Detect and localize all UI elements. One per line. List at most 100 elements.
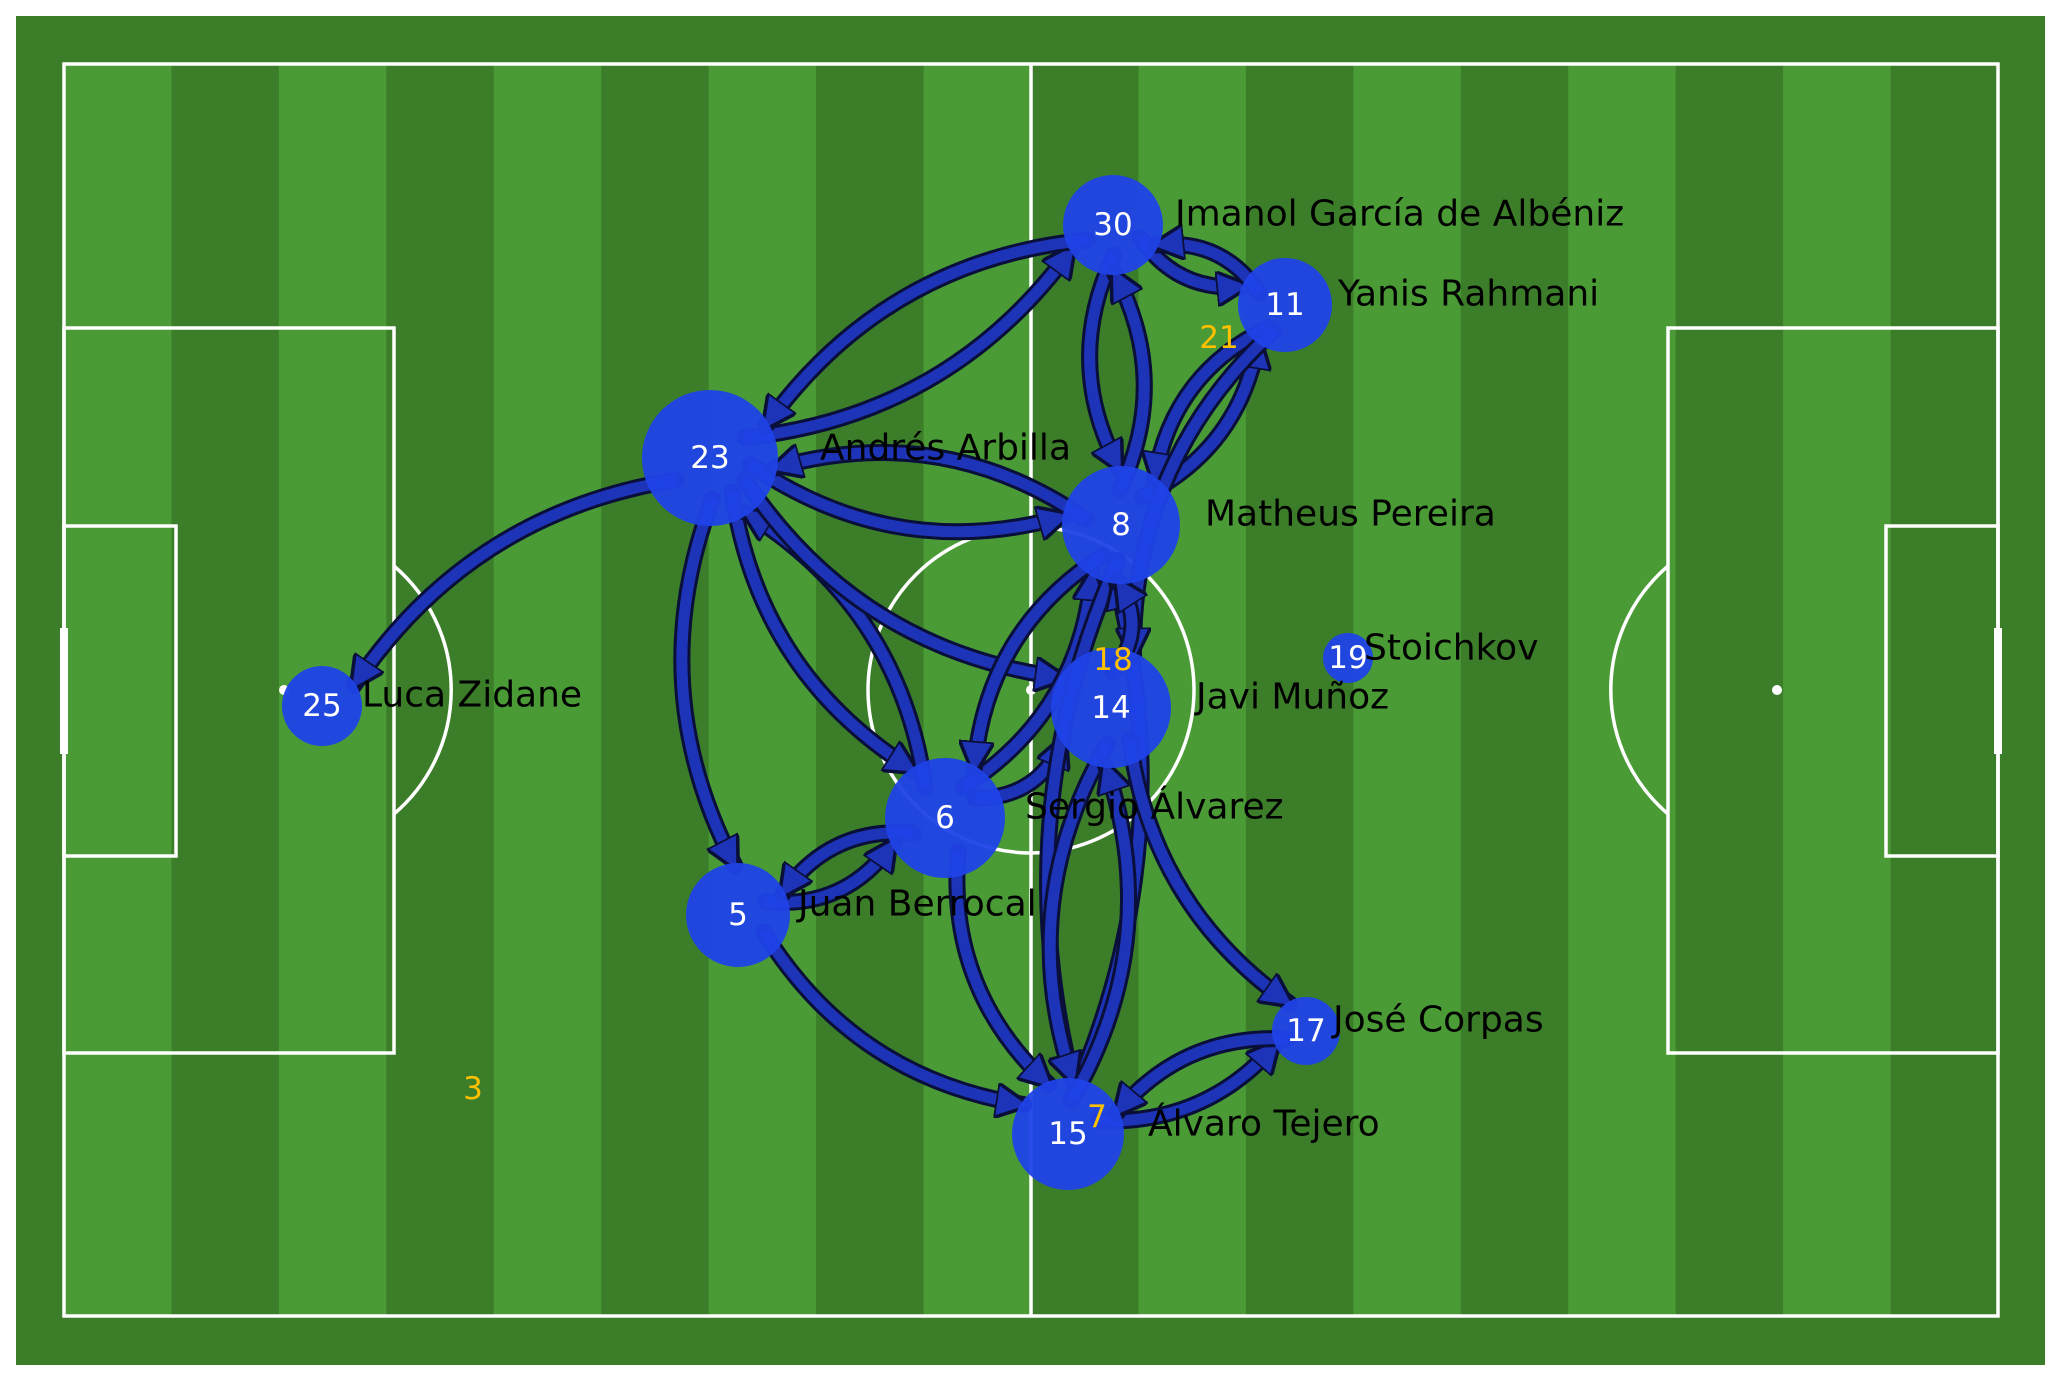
player-node-15: 15 [1012,1078,1124,1190]
player-number: 25 [302,688,341,724]
pass-arrow-line [744,249,1072,444]
player-number: 15 [1048,1116,1087,1152]
pass-arrow-p23-p25 [345,471,685,686]
player-node-circle [1062,466,1180,584]
pass-arrow-line [759,929,1024,1104]
centre-spot [1026,685,1036,695]
player-name-label: Javi Muñoz [1194,677,1389,718]
player-number: 5 [728,897,748,933]
right-penalty-spot [1772,685,1782,695]
pass-arrow-p14-p15 [1041,735,1116,1081]
pass-arrow-line [354,474,677,686]
player-number: 17 [1286,1013,1325,1049]
player-number: 19 [1328,640,1367,676]
grass-stripe [493,64,602,1316]
pass-arrow-line [676,496,735,866]
player-node-circle [686,863,790,967]
pass-arrow-line [1124,738,1290,1004]
player-node-circle [1238,258,1332,352]
player-name-label: Andrés Arbilla [820,428,1071,469]
player-node-11: 11 [1238,258,1332,352]
player-node-8: 8 [1062,466,1180,584]
grass-stripe [1460,64,1569,1316]
player-node-circle [885,758,1005,878]
pass-arrow-p8-p6 [974,546,1112,778]
pass-arrow-p23-p30 [736,249,1081,447]
player-number: 23 [690,440,729,476]
grass-stripe [1568,64,1677,1316]
player-nodes: 30 11 23 8 19 25 14 6 5 17 15 [282,175,1373,1190]
player-node-circle [1063,175,1163,275]
player-node-6: 6 [885,758,1005,878]
player-node-circle [1272,997,1340,1065]
pass-arrow-p14-p17 [1121,730,1290,1012]
grass-stripe [1675,64,1784,1316]
pass-arrow-p11-p8 [1155,319,1277,481]
pass-arrows [345,231,1296,1130]
player-node-19: 19 [1323,633,1373,683]
player-name-label: Sergio Álvarez [1025,786,1284,828]
pass-arrow-line [747,460,1065,532]
player-node-17: 17 [1272,997,1340,1065]
pass-arrow-p30-p8 [1081,246,1128,469]
pitch-markings [60,62,2002,1318]
player-number: 14 [1091,690,1130,726]
player-node-circle [1012,1078,1124,1190]
player-node-circle [642,390,778,526]
pass-arrow-p30-p23 [757,231,1096,426]
pass-arrow-p5-p15 [755,923,1024,1104]
grass-stripe [708,64,817,1316]
pass-arrow-line [1155,322,1271,481]
grass-stripe [601,64,710,1316]
player-name-label: Matheus Pereira [1205,494,1496,535]
pass-arrow-line [951,851,1049,1085]
pass-arrow-p23-p5 [673,490,744,866]
grass-stripe [1783,64,1892,1316]
player-number: 30 [1093,207,1132,243]
pass-arrow-line [974,550,1106,769]
player-number: 11 [1265,287,1304,323]
player-name-label: Imanol García de Albéniz [1175,194,1624,235]
player-number: 6 [935,800,955,836]
player-labels: Imanol García de Albéniz Yanis Rahmani And… [362,194,1624,1145]
pass-arrow-line [1114,273,1150,492]
pass-arrow-p6-p15 [948,843,1058,1093]
player-name-label: Stoichkov [1364,628,1539,669]
player-node-circle [1051,648,1171,768]
pass-arrow-p8-p30 [1105,273,1153,499]
grass-stripe [171,64,280,1316]
pass-arrow-p23-p8 [741,456,1065,532]
substitute-number: 7 [1087,1099,1107,1135]
pass-arrow-line [1117,1033,1288,1113]
pass-arrow-line [1066,765,1134,1104]
substitute-number: 18 [1093,642,1132,678]
grass-stripe [1890,64,1999,1316]
right-penalty-arc [1609,564,1670,816]
pass-arrow-line [774,452,1090,524]
player-name-label: Juan Berrocal [796,884,1037,925]
pass-arrow-line [1044,741,1113,1081]
player-name-label: Luca Zidane [362,675,582,716]
pass-arrow-line [1084,252,1120,469]
grass-stripe [386,64,495,1316]
player-node-circle [1323,633,1373,683]
player-name-label: Yanis Rahmani [1337,274,1599,315]
player-number: 8 [1111,507,1131,543]
pass-arrow-line [766,234,1088,426]
substitute-number: 21 [1199,320,1238,356]
pass-arrow-p17-p15 [1108,1030,1296,1122]
player-node-5: 5 [686,863,790,967]
player-node-circle [282,666,362,746]
player-node-30: 30 [1063,175,1163,275]
pass-arrow-p8-p23 [774,452,1095,528]
player-name-label: José Corpas [1331,1000,1544,1041]
player-node-25: 25 [282,666,362,746]
player-node-14: 14 [1051,648,1171,768]
player-node-23: 23 [642,390,778,526]
substitute-markers: 21 18 3 7 [463,320,1239,1135]
substitute-number: 3 [463,1071,483,1107]
grass-stripe [64,64,172,1316]
pass-arrow-p15-p14 [1062,765,1137,1110]
grass-stripe [1353,64,1462,1316]
